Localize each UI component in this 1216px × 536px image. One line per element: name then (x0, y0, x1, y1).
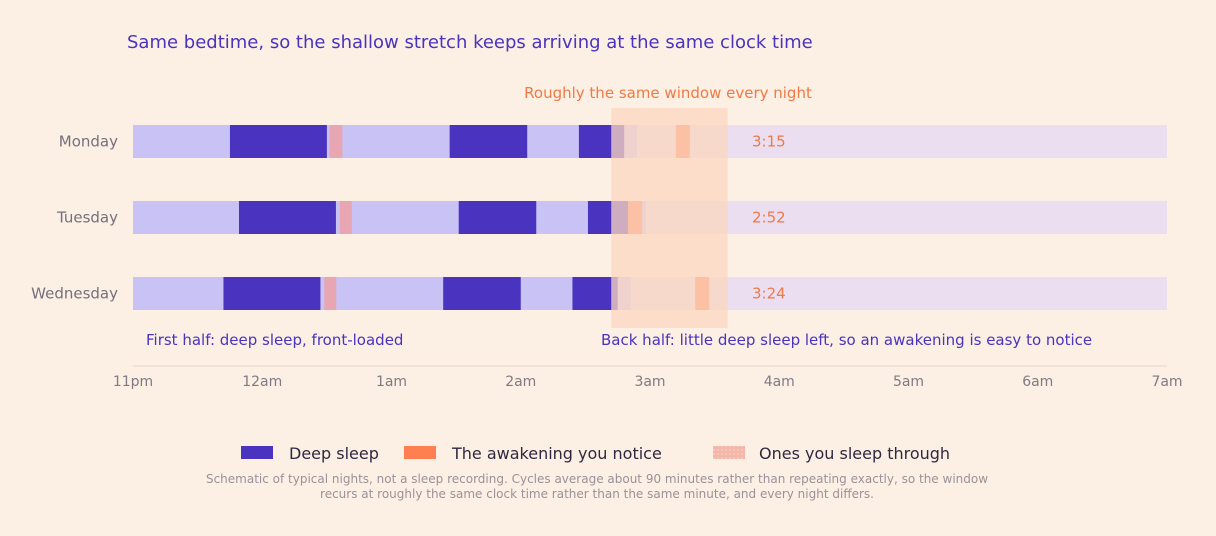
light-sleep-bar-wednesday (133, 277, 631, 310)
x-tick-2am: 2am (505, 374, 536, 390)
legend-label-brief: Ones you sleep through (759, 444, 950, 463)
brief-wake-wednesday-1 (324, 277, 337, 310)
deep-sleep-block-wednesday-3 (572, 277, 618, 310)
deep-sleep-block-monday-1 (229, 125, 327, 158)
annotation-back-half: Back half: little deep sleep left, so an… (601, 331, 1092, 349)
deep-sleep-block-monday-2 (449, 125, 528, 158)
x-tick-5am: 5am (893, 374, 924, 390)
light-sleep-bar-tuesday (133, 201, 647, 234)
legend-swatch-noticed (404, 446, 436, 459)
chart-title: Same bedtime, so the shallow stretch kee… (127, 32, 813, 53)
x-tick-6am: 6am (1022, 374, 1053, 390)
shallow-window-highlight (611, 108, 728, 328)
light-sleep-bar-monday (133, 125, 638, 158)
day-label-monday: Monday (59, 133, 118, 151)
legend-label-deep: Deep sleep (289, 444, 379, 463)
footnote-line-2: recurs at roughly the same clock time ra… (320, 487, 874, 501)
awakening-time-label-tuesday: 2:52 (752, 209, 786, 227)
x-tick-1am: 1am (376, 374, 407, 390)
window-layer (611, 108, 728, 328)
brief-wake-monday-1 (329, 125, 343, 158)
x-axis-ticks: 11pm 12am 1am 2am 3am 4am 5am 6am 7am (113, 374, 1183, 390)
awakening-time-label-wednesday: 3:24 (752, 285, 786, 303)
deep-sleep-block-wednesday-2 (443, 277, 521, 310)
x-tick-3am: 3am (634, 374, 665, 390)
legend-swatch-brief (713, 446, 745, 459)
annotation-first-half: First half: deep sleep, front-loaded (146, 331, 403, 349)
x-tick-7am: 7am (1151, 374, 1182, 390)
day-label-wednesday: Wednesday (31, 285, 118, 303)
legend: Deep sleep The awakening you notice Ones… (241, 444, 950, 463)
window-label: Roughly the same window every night (524, 84, 812, 102)
x-tick-4am: 4am (764, 374, 795, 390)
footnote-line-1: Schematic of typical nights, not a sleep… (206, 472, 988, 486)
awakening-time-label-monday: 3:15 (752, 133, 786, 151)
deep-sleep-block-tuesday-1 (238, 201, 336, 234)
x-tick-11pm: 11pm (113, 374, 153, 390)
x-tick-12am: 12am (242, 374, 282, 390)
labels-layer: 3:15 Monday 2:52 Tuesday 3:24 Wednesday (31, 133, 786, 303)
legend-swatch-deep (241, 446, 273, 459)
legend-label-noticed: The awakening you notice (451, 444, 662, 463)
brief-wake-tuesday-1 (339, 201, 352, 234)
day-label-tuesday: Tuesday (56, 209, 118, 227)
deep-sleep-block-tuesday-2 (458, 201, 537, 234)
deep-sleep-block-wednesday-1 (223, 277, 321, 310)
